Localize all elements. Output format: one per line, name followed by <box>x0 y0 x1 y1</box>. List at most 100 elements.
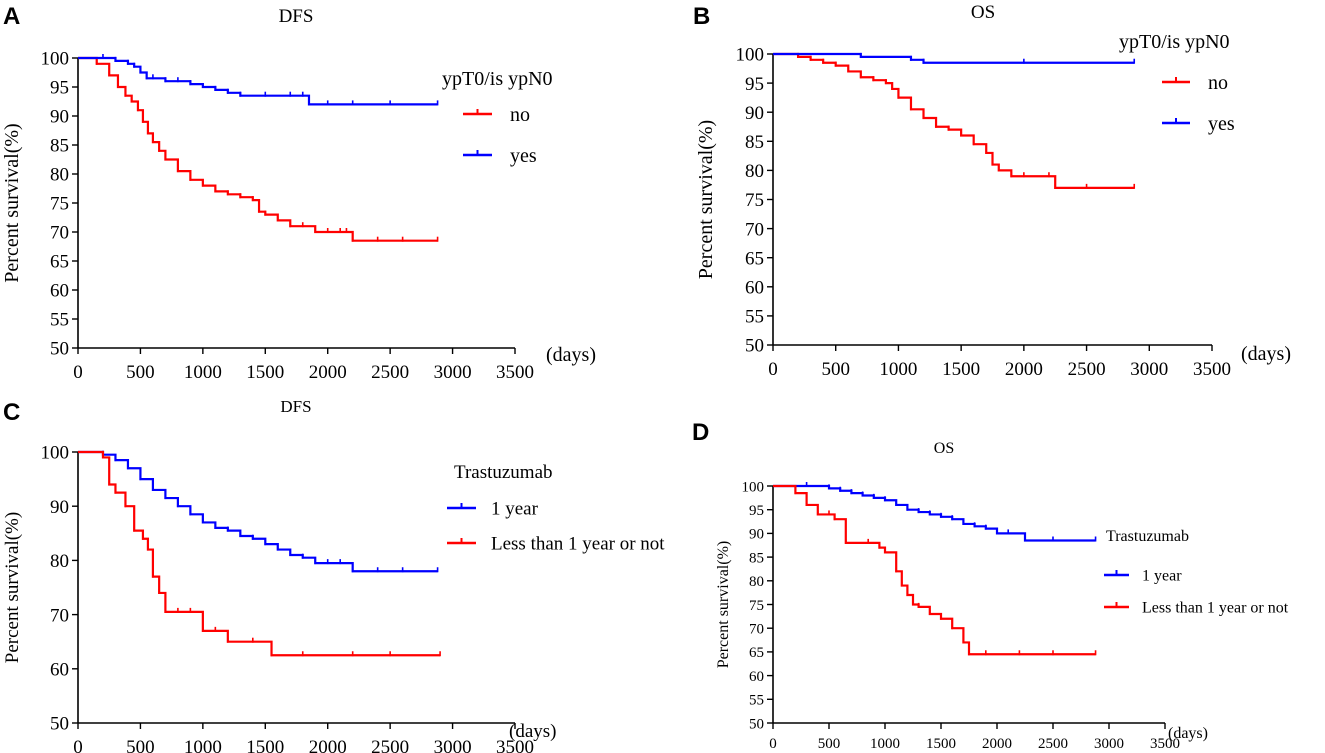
y-tick-label: 75 <box>50 194 69 215</box>
x-tick-label: 1500 <box>246 737 284 753</box>
x-tick-label: 1000 <box>184 362 222 383</box>
y-tick-label: 100 <box>41 49 70 70</box>
panel-letter: C <box>3 399 20 426</box>
y-tick-label: 90 <box>50 107 69 128</box>
x-tick-label: 3000 <box>434 362 472 383</box>
x-tick-label: 3000 <box>1130 359 1168 380</box>
y-axis-label: Percent survival(%) <box>715 541 732 669</box>
survival-curve-1 <box>773 52 1135 189</box>
x-tick-label: 0 <box>769 736 777 752</box>
x-tick-label: 1000 <box>870 736 900 752</box>
y-tick-label: 70 <box>50 605 69 626</box>
y-tick-label: 100 <box>41 443 70 464</box>
y-tick-label: 55 <box>50 310 69 331</box>
survival-curve-1 <box>78 450 438 573</box>
x-tick-label: 1500 <box>942 359 980 380</box>
survival-curve-1 <box>78 56 438 242</box>
legend-title: ypT0/is ypN0 <box>442 68 553 90</box>
x-tick-label: 1000 <box>184 737 222 753</box>
y-tick-label: 75 <box>749 598 764 614</box>
legend-label-2: yes <box>1208 113 1235 135</box>
x-tick-label: 1500 <box>926 736 956 752</box>
x-tick-label: 1000 <box>879 359 917 380</box>
x-tick-label: 3500 <box>496 362 534 383</box>
y-tick-label: 95 <box>749 503 764 519</box>
x-axis-unit-label: (days) <box>509 721 556 742</box>
y-tick-label: 50 <box>50 714 69 735</box>
y-axis-label: Percent survival(%) <box>2 512 23 663</box>
y-tick-label: 80 <box>50 551 69 572</box>
x-tick-label: 500 <box>126 362 155 383</box>
y-tick-label: 100 <box>742 479 765 495</box>
legend-label-1: 1 year <box>491 499 539 520</box>
y-tick-label: 55 <box>749 693 764 709</box>
x-tick-label: 3000 <box>1094 736 1124 752</box>
survival-curve-2 <box>773 52 1135 64</box>
x-tick-label: 2000 <box>309 737 347 753</box>
x-tick-label: 0 <box>73 362 83 383</box>
x-tick-label: 3000 <box>434 737 472 753</box>
y-tick-label: 85 <box>50 136 69 157</box>
legend-title: Trastuzumab <box>1106 528 1189 545</box>
survival-curve-2 <box>78 450 441 657</box>
x-tick-label: 3500 <box>1193 359 1231 380</box>
y-tick-label: 60 <box>749 669 764 685</box>
x-tick-label: 2000 <box>309 362 347 383</box>
y-tick-label: 60 <box>50 659 69 680</box>
x-tick-label: 500 <box>126 737 155 753</box>
x-tick-label: 2500 <box>371 737 409 753</box>
y-tick-label: 70 <box>745 219 764 240</box>
x-tick-label: 2500 <box>1068 359 1106 380</box>
x-axis-unit-label: (days) <box>546 344 596 366</box>
x-tick-label: 2000 <box>1005 359 1043 380</box>
x-tick-label: 1500 <box>246 362 284 383</box>
legend-label-2: yes <box>510 145 537 167</box>
y-tick-label: 50 <box>745 336 764 357</box>
y-tick-label: 70 <box>749 621 764 637</box>
y-axis-label: Percent survival(%) <box>1 123 23 282</box>
legend-label-1: no <box>510 104 530 126</box>
x-axis-unit-label: (days) <box>1241 343 1291 365</box>
chart-title: OS <box>934 440 954 457</box>
y-tick-label: 90 <box>745 103 764 124</box>
y-tick-label: 95 <box>50 78 69 99</box>
y-tick-label: 80 <box>749 574 764 590</box>
y-tick-label: 65 <box>749 645 764 661</box>
y-tick-label: 60 <box>745 277 764 298</box>
x-axis-unit-label: (days) <box>1168 725 1208 742</box>
x-tick-label: 3500 <box>496 737 534 753</box>
y-tick-label: 50 <box>749 716 764 732</box>
y-tick-label: 80 <box>745 161 764 182</box>
panel-letter: D <box>692 419 709 446</box>
x-tick-label: 500 <box>821 359 850 380</box>
survival-curve-2 <box>773 484 1096 656</box>
legend-label-1: 1 year <box>1142 568 1182 585</box>
chart-title: DFS <box>279 6 314 27</box>
y-tick-label: 65 <box>745 248 764 269</box>
y-tick-label: 80 <box>50 165 69 186</box>
y-tick-label: 100 <box>736 45 765 66</box>
y-tick-label: 90 <box>50 497 69 518</box>
legend-label-2: Less than 1 year or not <box>1142 600 1289 617</box>
y-tick-label: 60 <box>50 281 69 302</box>
x-tick-label: 500 <box>818 736 841 752</box>
y-tick-label: 55 <box>745 307 764 328</box>
x-tick-label: 2500 <box>371 362 409 383</box>
y-tick-label: 95 <box>745 74 764 95</box>
x-tick-label: 3500 <box>1150 736 1180 752</box>
legend-title: ypT0/is ypN0 <box>1119 31 1230 53</box>
legend-label-1: no <box>1208 72 1228 94</box>
chart-title: OS <box>971 2 995 23</box>
y-axis-label: Percent survival(%) <box>695 120 717 279</box>
legend-label-2: Less than 1 year or not <box>491 534 665 555</box>
x-tick-label: 2000 <box>982 736 1012 752</box>
x-tick-label: 0 <box>73 737 83 753</box>
panel-letter: B <box>693 3 710 30</box>
y-tick-label: 65 <box>50 252 69 273</box>
legend-title: Trastuzumab <box>454 462 553 483</box>
y-tick-label: 50 <box>50 339 69 360</box>
